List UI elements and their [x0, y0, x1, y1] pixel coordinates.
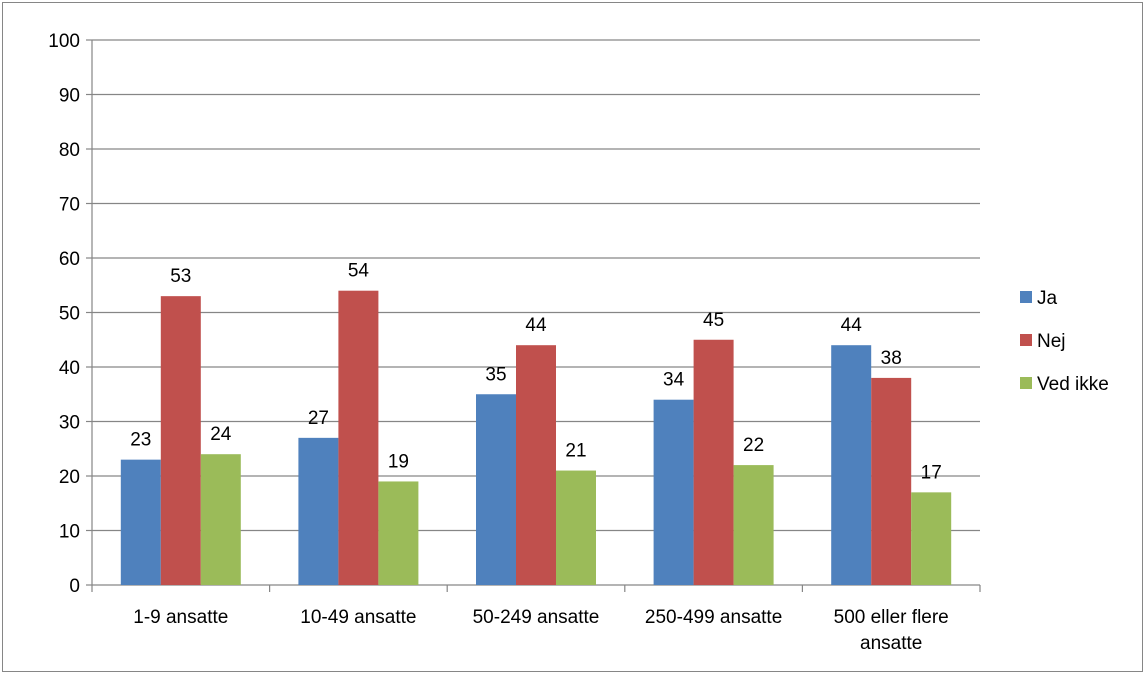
x-category-label: 500 eller flere [834, 607, 949, 628]
y-tick-label: 40 [59, 358, 80, 379]
bar [693, 339, 734, 585]
x-category-label: 10-49 ansatte [300, 607, 416, 628]
data-label: 34 [663, 370, 685, 391]
y-tick-label: 0 [69, 576, 80, 597]
data-label: 44 [841, 315, 863, 336]
data-label: 53 [170, 266, 191, 287]
data-label: 38 [881, 348, 902, 369]
data-label: 22 [743, 435, 764, 456]
data-label: 35 [485, 364, 506, 385]
data-label: 44 [525, 315, 547, 336]
data-label: 17 [921, 462, 942, 483]
y-tick-label: 80 [59, 140, 80, 161]
bar [831, 345, 872, 585]
y-tick-label: 20 [59, 467, 80, 488]
legend-label: Nej [1037, 331, 1066, 352]
x-category-label: 250-499 ansatte [645, 607, 782, 628]
y-tick-label: 30 [59, 413, 80, 434]
bar [298, 437, 339, 585]
bar [338, 290, 379, 585]
y-tick-label: 50 [59, 304, 80, 325]
bar [733, 465, 774, 585]
bar [160, 296, 201, 585]
bar [556, 470, 596, 585]
y-tick-label: 90 [59, 86, 80, 107]
data-label: 19 [388, 451, 409, 472]
data-label: 54 [348, 261, 370, 282]
legend-swatch [1020, 291, 1032, 303]
x-category-label: ansatte [860, 633, 922, 654]
data-label: 27 [308, 408, 329, 429]
y-tick-label: 100 [48, 31, 80, 52]
data-label: 21 [565, 441, 586, 462]
y-tick-label: 60 [59, 249, 80, 270]
legend-swatch [1020, 334, 1032, 346]
bar [516, 345, 556, 585]
x-category-label: 1-9 ansatte [133, 607, 228, 628]
data-label: 45 [703, 310, 724, 331]
bar [871, 377, 912, 585]
bar [476, 394, 516, 585]
data-label: 23 [130, 430, 151, 451]
bar [653, 399, 694, 585]
legend-swatch [1020, 377, 1032, 389]
data-label: 24 [210, 424, 232, 445]
y-tick-label: 10 [59, 522, 80, 543]
x-category-label: 50-249 ansatte [473, 607, 600, 628]
bar [378, 481, 419, 585]
bar [911, 492, 952, 585]
bar [200, 454, 241, 585]
legend-label: Ved ikke [1037, 374, 1109, 395]
legend-label: Ja [1037, 288, 1058, 309]
y-tick-label: 70 [59, 195, 80, 216]
bar [120, 459, 161, 585]
